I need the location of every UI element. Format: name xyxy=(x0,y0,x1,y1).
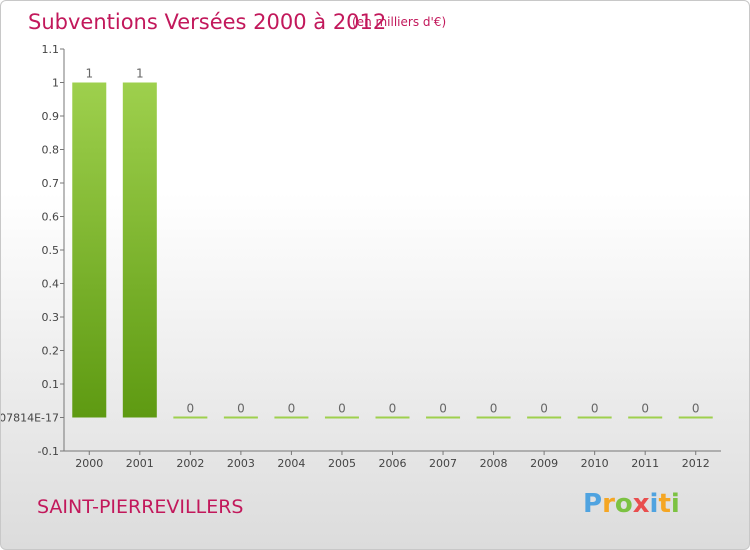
y-tick-label: 0.2 xyxy=(42,345,60,358)
data-label: 0 xyxy=(490,402,498,416)
proxiti-logo: Proxiti xyxy=(583,489,680,519)
x-tick-label: 2009 xyxy=(530,457,558,470)
bar xyxy=(223,416,258,419)
bar xyxy=(122,82,157,418)
data-label: 0 xyxy=(439,402,447,416)
x-tick-label: 2007 xyxy=(429,457,457,470)
y-tick-label: 1 xyxy=(52,77,59,90)
bar xyxy=(678,416,713,419)
y-tick-label: 0.9 xyxy=(42,110,60,123)
bar xyxy=(527,416,562,419)
place-name: SAINT-PIERREVILLERS xyxy=(37,496,244,518)
x-tick-label: 2008 xyxy=(480,457,508,470)
x-tick-label: 2003 xyxy=(227,457,255,470)
chart-unit: (en milliers d'€) xyxy=(352,15,447,29)
x-tick-label: 2011 xyxy=(631,457,659,470)
bar xyxy=(577,416,612,419)
x-tick-label: 2002 xyxy=(176,457,204,470)
bar xyxy=(628,416,663,419)
y-tick-label: 0.5 xyxy=(42,244,60,257)
y-tick-label: 0.8 xyxy=(42,144,60,157)
x-tick-label: 2006 xyxy=(379,457,407,470)
y-tick-label: 0.7 xyxy=(42,177,60,190)
y-tick-label: 0.4 xyxy=(42,278,60,291)
data-label: 0 xyxy=(692,402,700,416)
bar xyxy=(274,416,309,419)
x-tick-label: 2012 xyxy=(682,457,710,470)
data-label: 0 xyxy=(641,402,649,416)
bar xyxy=(426,416,461,419)
x-tick-label: 2000 xyxy=(75,457,103,470)
y-tick-label: 0.1 xyxy=(42,378,60,391)
data-label: 0 xyxy=(237,402,245,416)
data-label: 0 xyxy=(187,402,195,416)
data-label: 0 xyxy=(591,402,599,416)
x-tick-label: 2001 xyxy=(126,457,154,470)
chart-title: Subventions Versées 2000 à 2012 xyxy=(28,10,387,34)
y-tick-label: 0.3 xyxy=(42,311,60,324)
x-tick-label: 2010 xyxy=(581,457,609,470)
data-label: 0 xyxy=(338,402,346,416)
bar xyxy=(173,416,208,419)
bar xyxy=(375,416,410,419)
x-tick-label: 2005 xyxy=(328,457,356,470)
bar xyxy=(324,416,359,419)
y-tick-label: 1.1 xyxy=(42,43,60,56)
data-label: 0 xyxy=(389,402,397,416)
bar xyxy=(476,416,511,419)
y-tick-label: 1.3877787807814E-17 xyxy=(1,412,59,425)
data-label: 1 xyxy=(136,67,144,81)
data-label: 0 xyxy=(540,402,548,416)
data-label: 0 xyxy=(288,402,296,416)
x-tick-label: 2004 xyxy=(277,457,305,470)
data-label: 1 xyxy=(85,67,93,81)
bar xyxy=(72,82,107,418)
y-tick-label: -0.1 xyxy=(38,445,59,458)
y-tick-label: 0.6 xyxy=(42,211,60,224)
